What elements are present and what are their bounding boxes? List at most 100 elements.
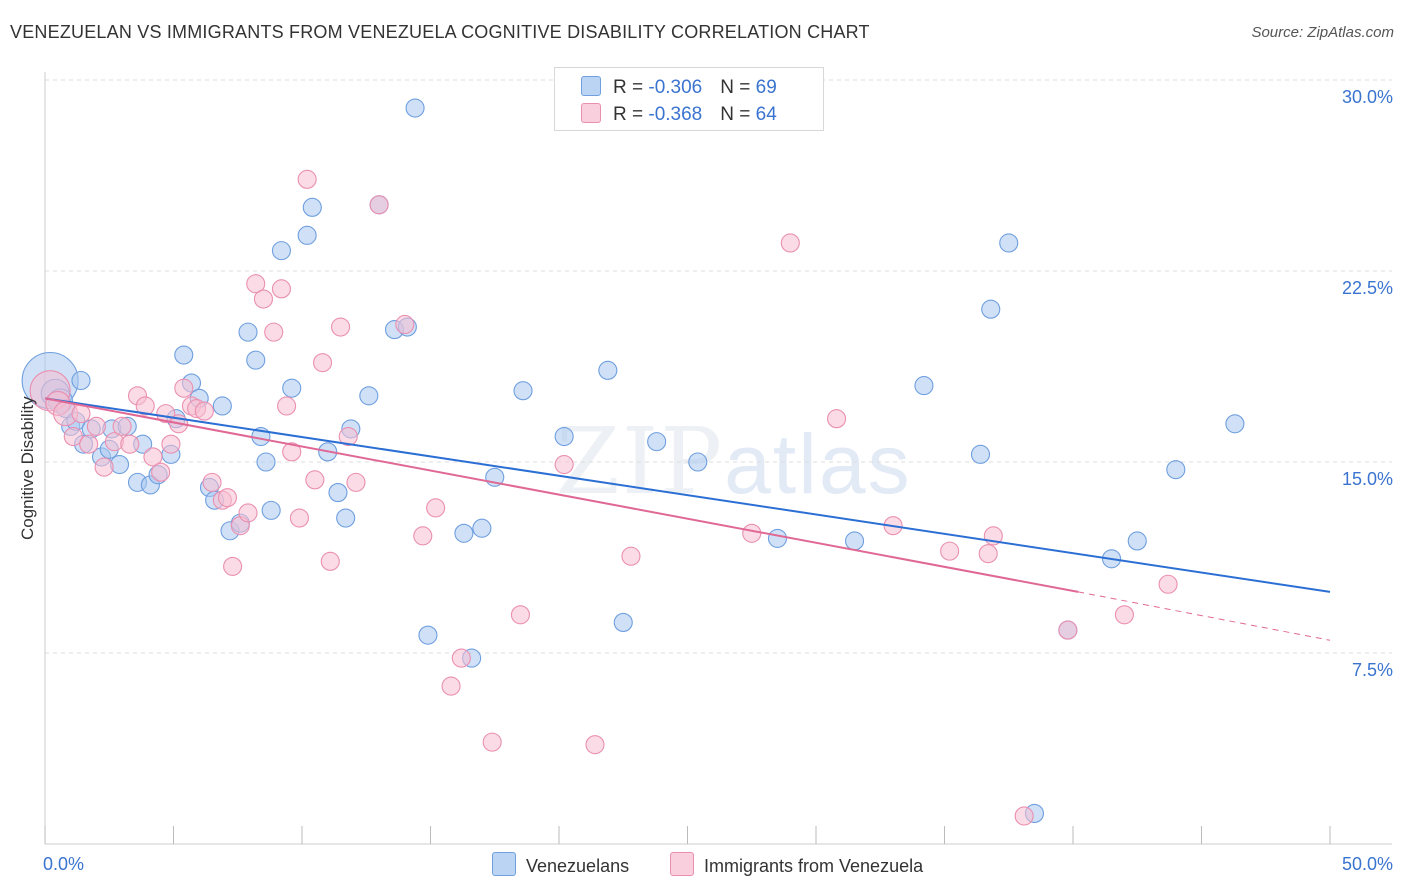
venezuelans-point bbox=[647, 432, 667, 452]
immigrants-point bbox=[554, 454, 574, 475]
legend-swatch-blue bbox=[581, 76, 601, 96]
immigrants-points bbox=[29, 169, 1178, 826]
venezuelans-point bbox=[1166, 460, 1186, 480]
immigrants-point bbox=[297, 169, 317, 189]
axes bbox=[44, 72, 1392, 845]
y-tick-label: 30.0% bbox=[1342, 87, 1393, 107]
immigrants-point bbox=[94, 457, 114, 477]
immigrants-point bbox=[346, 472, 366, 492]
venezuelans-point bbox=[405, 98, 425, 118]
legend-swatch-pink bbox=[581, 103, 601, 123]
venezuelans-point bbox=[418, 625, 438, 645]
y-tick-label: 22.5% bbox=[1342, 278, 1393, 298]
immigrants-point bbox=[217, 488, 238, 508]
immigrants-point bbox=[978, 544, 998, 564]
legend-n-value: 69 bbox=[755, 77, 777, 98]
immigrants-point bbox=[135, 396, 155, 416]
immigrants-point bbox=[585, 735, 605, 755]
immigrants-point bbox=[174, 378, 194, 398]
venezuelans-point bbox=[174, 345, 194, 365]
immigrants-point bbox=[223, 556, 243, 576]
venezuelans-point bbox=[302, 197, 322, 217]
venezuelans-point bbox=[844, 531, 865, 551]
immigrants-point bbox=[86, 416, 106, 436]
grid-lines bbox=[45, 79, 1392, 654]
y-axis-label: Cognitive Disability bbox=[18, 396, 37, 540]
immigrants-point bbox=[780, 233, 800, 253]
venezuelans-point bbox=[970, 444, 991, 464]
immigrants-point bbox=[120, 434, 140, 454]
venezuelans-point bbox=[613, 612, 633, 632]
tick-labels: 7.5% 15.0% 22.5% 30.0% 0.0% 50.0% bbox=[43, 87, 1393, 874]
immigrants-point bbox=[827, 409, 847, 429]
immigrants-point bbox=[338, 426, 358, 447]
venezuelans-points bbox=[21, 98, 1245, 823]
immigrants-point bbox=[313, 353, 333, 373]
immigrants-point bbox=[482, 732, 502, 752]
immigrants-point bbox=[395, 314, 415, 335]
venezuelans-point bbox=[282, 378, 302, 398]
x-tick-label: 0.0% bbox=[43, 854, 84, 874]
chart-title: VENEZUELAN VS IMMIGRANTS FROM VENEZUELA … bbox=[10, 22, 870, 42]
legend-n-label: N = bbox=[720, 77, 756, 98]
venezuelans-point bbox=[328, 483, 348, 503]
immigrants-point bbox=[264, 322, 284, 342]
immigrants-point bbox=[510, 605, 531, 625]
immigrants-point bbox=[413, 526, 433, 546]
immigrants-point bbox=[277, 396, 297, 416]
venezuelans-point bbox=[212, 396, 232, 416]
immigrants-point bbox=[441, 676, 461, 696]
venezuelans-point bbox=[554, 426, 574, 447]
venezuelans-point bbox=[598, 360, 618, 380]
immigrants-point bbox=[742, 523, 762, 543]
venezuelans-point bbox=[999, 233, 1019, 253]
immigrants-point bbox=[369, 195, 389, 215]
legend-r-label: R = bbox=[613, 104, 649, 125]
x-tick-label: 50.0% bbox=[1342, 854, 1393, 874]
venezuelans-point bbox=[297, 225, 317, 245]
venezuelans-point bbox=[336, 508, 356, 528]
venezuelans-point bbox=[246, 350, 266, 370]
immigrants-point bbox=[246, 274, 266, 294]
venezuelans-point bbox=[71, 370, 91, 391]
immigrants-point bbox=[621, 546, 641, 566]
immigrants-point bbox=[1058, 620, 1078, 640]
venezuelans-point bbox=[767, 528, 788, 548]
venezuelans-point bbox=[256, 452, 276, 472]
venezuelans-point bbox=[472, 518, 492, 538]
stats-legend-row-immigrants: R = -0.368 N = 64 bbox=[581, 103, 777, 126]
immigrants-point bbox=[63, 426, 83, 447]
immigrants-point bbox=[1158, 574, 1178, 594]
venezuelans-point bbox=[688, 452, 708, 472]
immigrants-trend-line bbox=[44, 397, 1079, 593]
immigrants-point bbox=[253, 289, 274, 309]
immigrants-point bbox=[1114, 605, 1134, 625]
legend-r-value: -0.368 bbox=[648, 104, 703, 125]
venezuelans-point bbox=[914, 376, 934, 396]
immigrants-point bbox=[151, 462, 171, 482]
legend-item-immigrants: Immigrants from Venezuela bbox=[670, 852, 923, 877]
venezuelans-point bbox=[261, 500, 281, 520]
immigrants-point bbox=[426, 498, 446, 518]
y-tick-label: 15.0% bbox=[1342, 469, 1393, 489]
venezuelans-point bbox=[238, 322, 258, 342]
venezuelans-point bbox=[454, 523, 474, 543]
venezuelans-point bbox=[513, 381, 533, 401]
immigrants-point bbox=[202, 472, 222, 492]
immigrants-point bbox=[71, 404, 91, 424]
source-label: Source: ZipAtlas.com bbox=[1251, 24, 1394, 41]
immigrants-point bbox=[271, 279, 291, 299]
watermark-atlas: atlas bbox=[724, 417, 912, 511]
stats-legend-row-venezuelans: R = -0.306 N = 69 bbox=[581, 76, 777, 99]
venezuelans-point bbox=[271, 241, 291, 261]
stats-legend: R = -0.306 N = 69 R = -0.368 N = 64 bbox=[554, 67, 824, 131]
venezuelans-point bbox=[1225, 414, 1245, 434]
legend-swatch-blue bbox=[492, 852, 516, 876]
immigrants-point bbox=[330, 317, 351, 337]
legend-n-label: N = bbox=[720, 104, 756, 125]
legend-r-value: -0.306 bbox=[648, 77, 703, 98]
legend-item-venezuelans: Venezuelans bbox=[492, 852, 629, 877]
immigrants-point bbox=[289, 508, 309, 528]
venezuelans-trend-line bbox=[44, 397, 1331, 593]
